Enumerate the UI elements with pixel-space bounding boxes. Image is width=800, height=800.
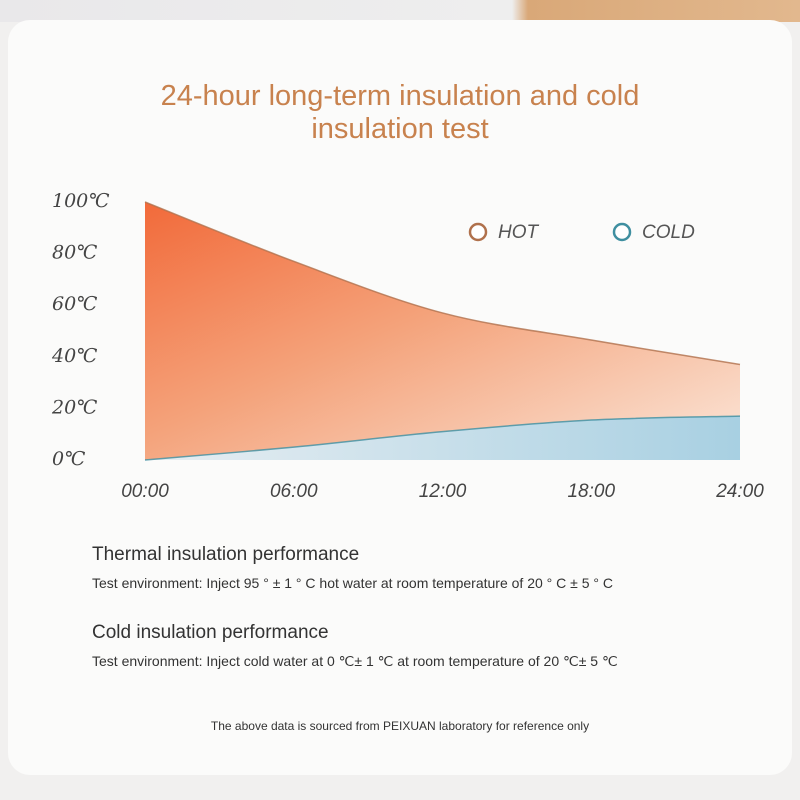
- legend-marker: [468, 222, 488, 242]
- x-tick-label: 06:00: [270, 481, 318, 502]
- legend-marker: [612, 222, 632, 242]
- y-tick-label: 100℃: [52, 190, 110, 212]
- area: [145, 202, 740, 460]
- y-tick-label: 80℃: [52, 242, 97, 264]
- y-tick-label: 60℃: [52, 293, 97, 315]
- y-tick-label: 20℃: [51, 396, 97, 418]
- footnote: The above data is sourced from PEIXUAN l…: [210, 719, 590, 733]
- x-tick-label: 00:00: [121, 481, 169, 502]
- section-heading: Thermal insulation performance: [92, 544, 360, 565]
- y-tick-label: 40℃: [51, 345, 97, 367]
- section-detail: Test environment: Inject cold water at 0…: [92, 653, 618, 669]
- line: [144, 415, 741, 461]
- top-strip: [0, 0, 800, 22]
- legend-label: COLD: [642, 222, 695, 243]
- y-tick-label: 0℃: [52, 448, 85, 470]
- line: [144, 201, 741, 366]
- section-detail: Test environment: Inject 95 ° ± 1 ° C ho…: [92, 575, 613, 591]
- x-tick-label: 24:00: [715, 481, 764, 502]
- section-heading: Cold insulation performance: [92, 622, 329, 643]
- x-tick-label: 18:00: [567, 481, 615, 502]
- x-tick-label: 12:00: [419, 481, 467, 502]
- area: [145, 416, 740, 460]
- legend-label: HOT: [498, 222, 540, 243]
- chart-title: 24-hour long-term insulation and cold in…: [160, 80, 640, 145]
